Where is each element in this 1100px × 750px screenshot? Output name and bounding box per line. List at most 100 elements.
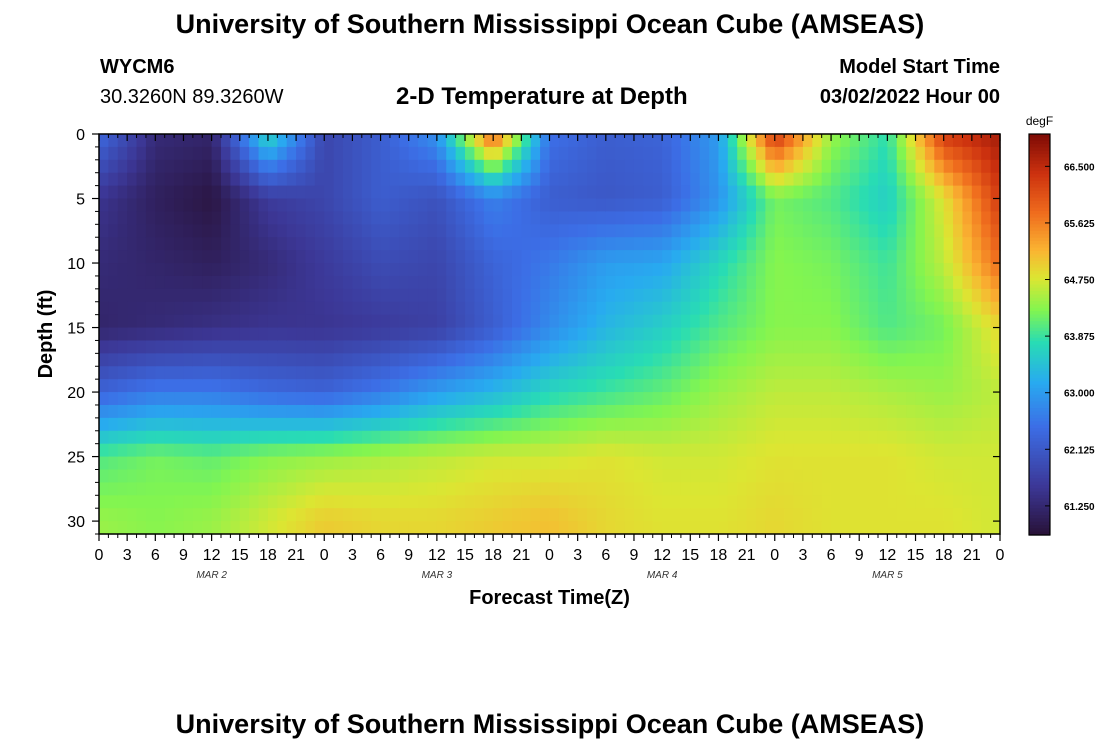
heatmap-cell — [239, 172, 250, 187]
heatmap-cell — [99, 237, 109, 251]
heatmap-cell — [737, 469, 748, 483]
heatmap-cell — [239, 456, 250, 471]
heatmap-cell — [305, 250, 316, 264]
heatmap-cell — [802, 469, 813, 483]
heatmap-cell — [530, 521, 541, 535]
heatmap-cell — [568, 159, 579, 174]
heatmap-cell — [343, 159, 354, 174]
colorbar-segment — [1029, 217, 1050, 222]
heatmap-cell — [793, 366, 804, 380]
heatmap-cell — [230, 288, 241, 303]
heatmap-cell — [587, 172, 598, 187]
heatmap-cell — [511, 172, 522, 187]
heatmap-cell — [427, 134, 438, 148]
heatmap-cell — [211, 340, 222, 354]
heatmap-cell — [465, 456, 476, 471]
heatmap-cell — [455, 263, 466, 277]
heatmap-cell — [605, 224, 616, 238]
heatmap-cell — [558, 237, 569, 251]
heatmap-cell — [286, 224, 297, 238]
heatmap-cell — [943, 263, 954, 277]
heatmap-cell — [305, 404, 316, 419]
heatmap-cell — [530, 134, 541, 148]
heatmap-cell — [239, 146, 250, 161]
heatmap-cell — [549, 430, 560, 445]
heatmap-cell — [690, 379, 701, 393]
heatmap-cell — [709, 224, 720, 238]
heatmap-cell — [108, 430, 119, 445]
colorbar-segment — [1029, 160, 1050, 165]
heatmap-cell — [249, 314, 260, 329]
heatmap-cell — [953, 198, 964, 213]
heatmap-cell — [680, 250, 691, 264]
heatmap-cell — [643, 198, 654, 213]
heatmap-cell — [849, 430, 860, 445]
heatmap-cell — [333, 327, 344, 342]
heatmap-cell — [755, 353, 766, 367]
heatmap-cell — [821, 353, 832, 367]
heatmap-cell — [202, 508, 213, 522]
colorbar-segment — [1029, 448, 1050, 453]
heatmap-cell — [831, 482, 842, 496]
heatmap-cell — [502, 469, 513, 483]
heatmap-cell — [333, 366, 344, 380]
heatmap-cell — [624, 443, 635, 458]
heatmap-cell — [502, 224, 513, 238]
heatmap-cell — [953, 134, 964, 148]
heatmap-cell — [934, 288, 945, 303]
heatmap-cell — [737, 288, 748, 303]
heatmap-cell — [953, 146, 964, 161]
heatmap-cell — [755, 250, 766, 264]
heatmap-cell — [267, 237, 278, 251]
heatmap-cell — [493, 327, 504, 342]
heatmap-cell — [314, 237, 325, 251]
heatmap-cell — [680, 521, 691, 535]
heatmap-cell — [230, 366, 241, 380]
heatmap-cell — [277, 353, 288, 367]
heatmap-cell — [408, 482, 419, 496]
heatmap-cell — [652, 404, 663, 419]
heatmap-cell — [352, 224, 363, 238]
colorbar-segment — [1029, 461, 1050, 466]
heatmap-cell — [474, 263, 485, 277]
heatmap-cell — [324, 314, 335, 329]
heatmap-cell — [568, 275, 579, 290]
heatmap-cell — [145, 327, 156, 342]
heatmap-cell — [887, 185, 898, 200]
heatmap-cell — [530, 263, 541, 277]
heatmap-cell — [953, 379, 964, 393]
heatmap-cell — [746, 366, 757, 380]
heatmap-cell — [718, 417, 729, 432]
heatmap-cell — [784, 482, 795, 496]
colorbar-segment — [1029, 140, 1050, 145]
heatmap-cell — [577, 185, 588, 200]
heatmap-cell — [577, 430, 588, 445]
heatmap-cell — [849, 314, 860, 329]
heatmap-cell — [399, 508, 410, 522]
heatmap-cell — [690, 301, 701, 316]
heatmap-cell — [258, 495, 269, 509]
heatmap-cell — [859, 134, 870, 148]
heatmap-cell — [380, 443, 391, 458]
heatmap-cell — [924, 404, 935, 419]
heatmap-cell — [521, 495, 532, 509]
heatmap-cell — [296, 430, 307, 445]
heatmap-cell — [99, 379, 109, 393]
heatmap-cell — [558, 443, 569, 458]
heatmap-cell — [831, 288, 842, 303]
heatmap-cell — [877, 134, 888, 148]
heatmap-cell — [802, 159, 813, 174]
heatmap-cell — [502, 392, 513, 406]
heatmap-cell — [399, 172, 410, 187]
x-tick-label: 12 — [203, 547, 221, 564]
heatmap-cell — [371, 456, 382, 471]
heatmap-cell — [145, 224, 156, 238]
colorbar-segment — [1029, 341, 1050, 346]
heatmap-cell — [155, 134, 166, 148]
heatmap-cell — [802, 250, 813, 264]
heatmap-cell — [615, 404, 626, 419]
heatmap-cell — [746, 404, 757, 419]
heatmap-cell — [483, 508, 494, 522]
y-tick-label: 10 — [67, 256, 85, 273]
heatmap-cell — [709, 275, 720, 290]
